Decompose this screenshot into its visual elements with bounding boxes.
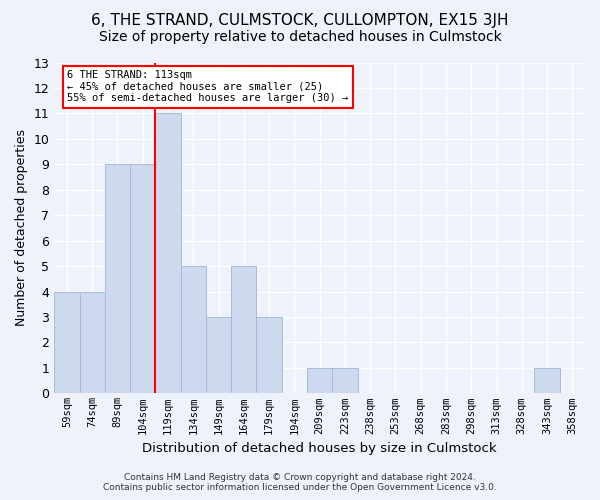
- Bar: [256, 317, 282, 394]
- Bar: [155, 114, 181, 394]
- Bar: [80, 292, 105, 394]
- Bar: [231, 266, 256, 394]
- Bar: [307, 368, 332, 394]
- Text: Size of property relative to detached houses in Culmstock: Size of property relative to detached ho…: [98, 30, 502, 44]
- Bar: [206, 317, 231, 394]
- Bar: [105, 164, 130, 394]
- Text: 6 THE STRAND: 113sqm
← 45% of detached houses are smaller (25)
55% of semi-detac: 6 THE STRAND: 113sqm ← 45% of detached h…: [67, 70, 349, 103]
- Text: 6, THE STRAND, CULMSTOCK, CULLOMPTON, EX15 3JH: 6, THE STRAND, CULMSTOCK, CULLOMPTON, EX…: [91, 12, 509, 28]
- Bar: [54, 292, 80, 394]
- X-axis label: Distribution of detached houses by size in Culmstock: Distribution of detached houses by size …: [142, 442, 497, 455]
- Text: Contains HM Land Registry data © Crown copyright and database right 2024.
Contai: Contains HM Land Registry data © Crown c…: [103, 473, 497, 492]
- Y-axis label: Number of detached properties: Number of detached properties: [15, 130, 28, 326]
- Bar: [535, 368, 560, 394]
- Bar: [332, 368, 358, 394]
- Bar: [130, 164, 155, 394]
- Bar: [181, 266, 206, 394]
